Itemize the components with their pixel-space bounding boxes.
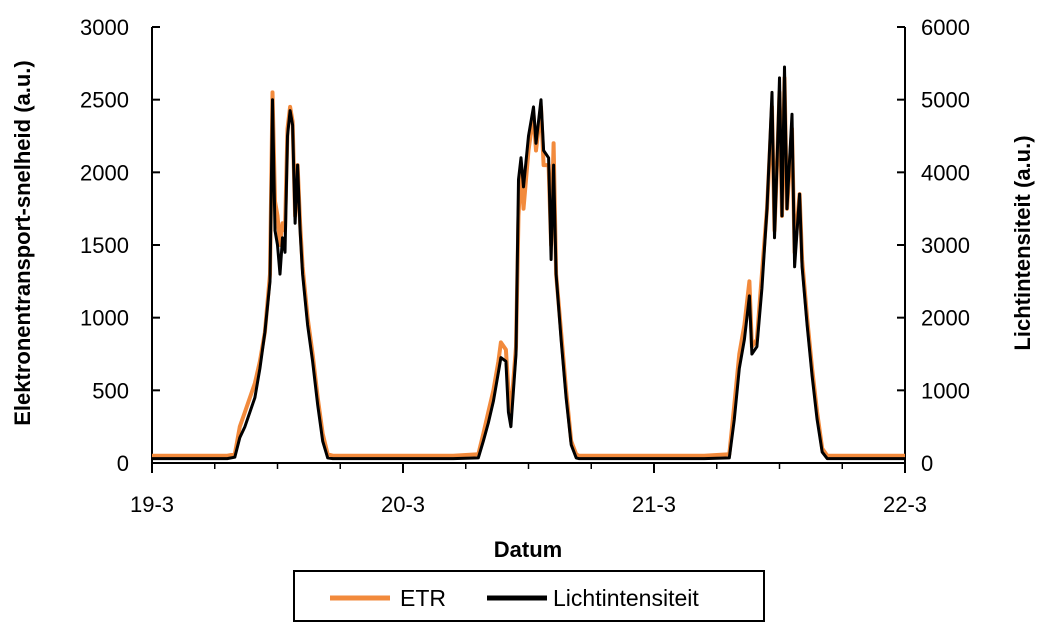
y-tick-left-label: 500 (92, 378, 129, 403)
y-tick-left-label: 2000 (80, 160, 129, 185)
series-line-lichtintensiteit (152, 65, 905, 461)
y-tick-right-label: 0 (921, 451, 933, 476)
legend-label-lichtintensiteit: Lichtintensiteit (553, 585, 699, 611)
y-tick-left-label: 1000 (80, 306, 129, 331)
y-tick-left-label: 1500 (80, 233, 129, 258)
series-layer (152, 65, 905, 461)
x-tick-label: 21-3 (632, 492, 676, 517)
y-tick-right-label: 3000 (921, 233, 970, 258)
legend-label-etr: ETR (400, 585, 446, 611)
y-axis-title-right: Lichtintensiteit (a.u.) (1010, 135, 1035, 350)
y-tick-right-label: 5000 (921, 88, 970, 113)
x-tick-label: 22-3 (883, 492, 927, 517)
y-tick-right-label: 2000 (921, 306, 970, 331)
y-tick-right-label: 6000 (921, 15, 970, 40)
y-tick-left-label: 3000 (80, 15, 129, 40)
y-tick-right-label: 4000 (921, 160, 970, 185)
legend: ETR Lichtintensiteit (293, 570, 765, 622)
x-axis-title: Datum (494, 537, 562, 562)
x-tick-label: 20-3 (381, 492, 425, 517)
axes (151, 27, 906, 464)
ticks-layer: 0 500 1000 1500 2000 2500 3000 0 1000 2000 3000 400… (80, 15, 970, 517)
y-tick-left-label: 0 (117, 451, 129, 476)
y-tick-right-label: 1000 (921, 378, 970, 403)
y-axis-title-left: Elektronentransport-snelheid (a.u.) (10, 60, 35, 426)
y-tick-left-label: 2500 (80, 88, 129, 113)
x-tick-label: 19-3 (130, 492, 174, 517)
